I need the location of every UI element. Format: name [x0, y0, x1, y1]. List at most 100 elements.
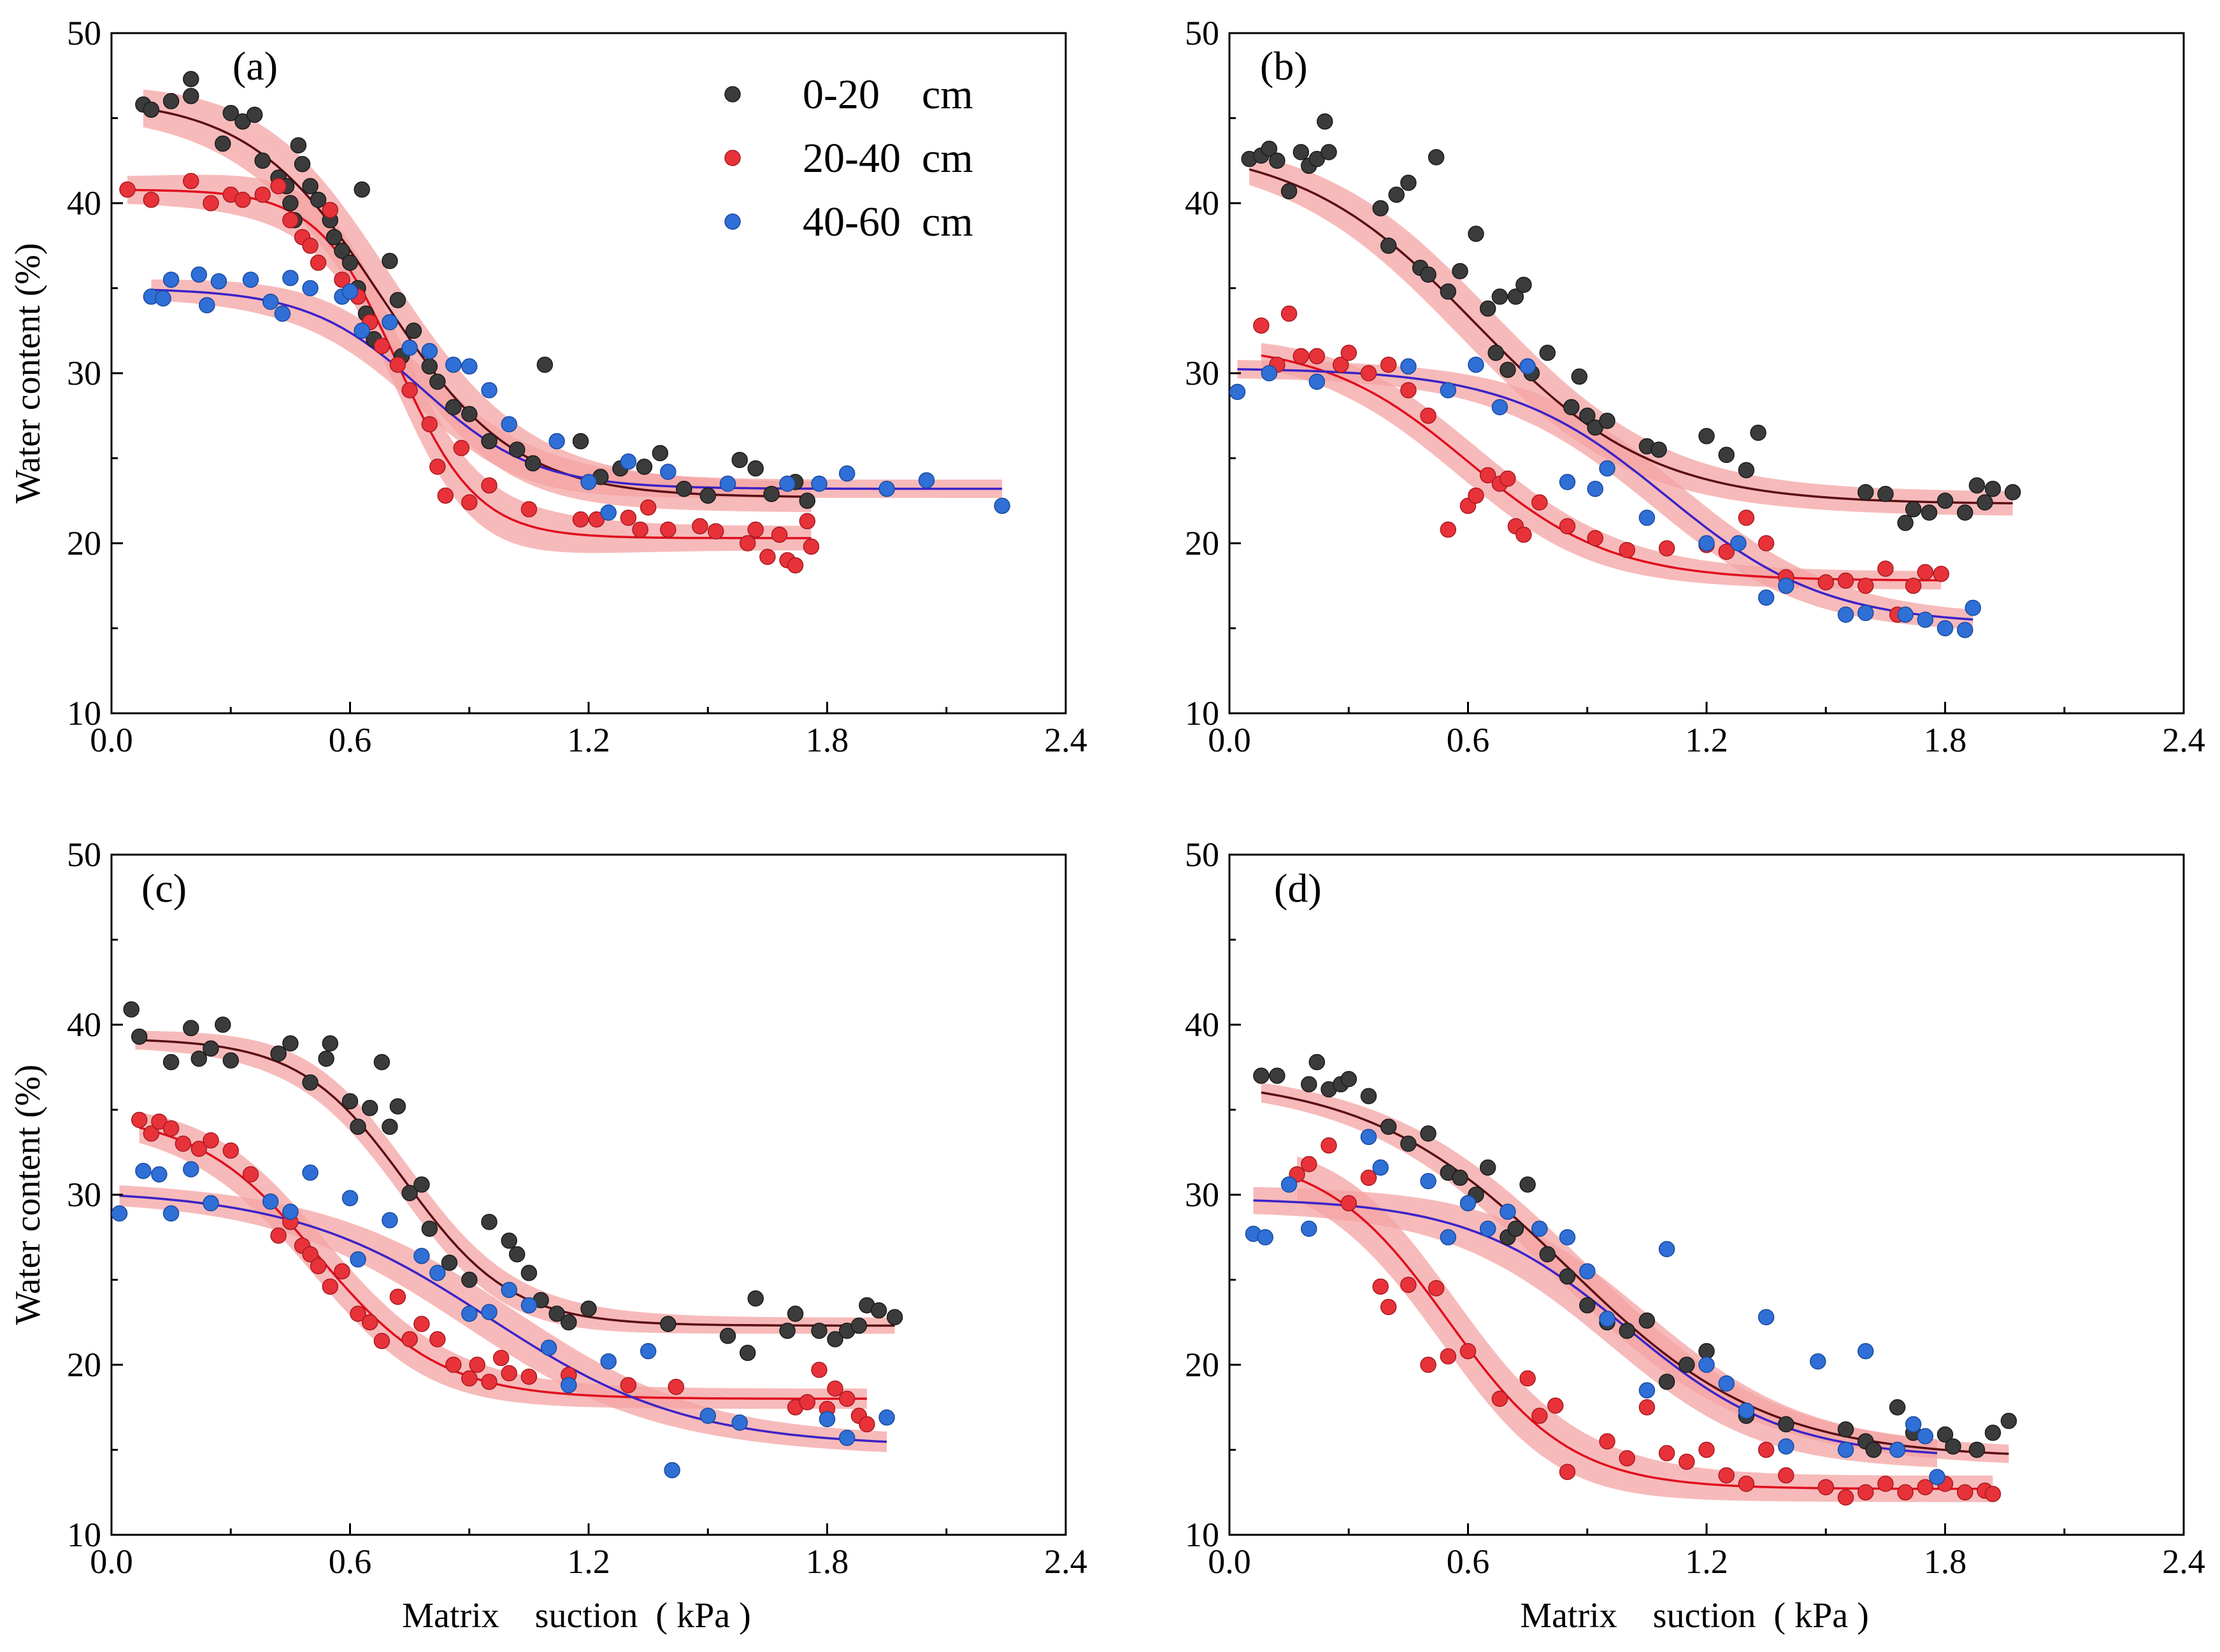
data-point-0-20cm: [1638, 1312, 1656, 1329]
data-point-0-20cm: [811, 1322, 827, 1339]
data-point-0-20cm: [354, 181, 370, 198]
data-point-20-40cm: [859, 1416, 875, 1433]
data-point-20-40cm: [143, 1125, 160, 1142]
data-point-0-20cm: [361, 1100, 378, 1116]
data-point-0-20cm: [1921, 504, 1938, 521]
data-point-40-60cm: [282, 269, 299, 287]
data-point-20-40cm: [771, 526, 788, 543]
data-point-20-40cm: [334, 271, 350, 288]
data-point-0-20cm: [747, 460, 764, 477]
data-point-0-20cm: [508, 1246, 526, 1263]
data-point-0-20cm: [389, 292, 406, 308]
data-point-20-40cm: [1333, 356, 1349, 373]
y-tick-label: 10: [67, 1516, 101, 1554]
data-point-20-40cm: [1587, 530, 1603, 546]
data-point-20-40cm: [234, 191, 251, 208]
data-point-20-40cm: [1817, 1479, 1835, 1495]
x-tick-label: 1.2: [567, 1542, 610, 1581]
data-point-20-40cm: [302, 1246, 319, 1263]
data-point-40-60cm: [699, 1407, 717, 1424]
data-point-0-20cm: [763, 485, 780, 502]
data-point-20-40cm: [1500, 470, 1516, 487]
data-point-0-20cm: [1651, 441, 1667, 458]
data-point-40-60cm: [341, 283, 359, 300]
data-point-0-20cm: [373, 1053, 390, 1071]
data-point-20-40cm: [1280, 305, 1298, 322]
data-point-0-20cm: [676, 480, 692, 497]
data-point-40-60cm: [1758, 589, 1775, 606]
data-point-20-40cm: [1491, 1390, 1508, 1407]
data-point-20-40cm: [143, 191, 160, 208]
data-point-0-20cm: [1559, 1268, 1576, 1285]
data-point-40-60cm: [1658, 1241, 1675, 1258]
data-point-0-20cm: [429, 373, 446, 390]
data-point-0-20cm: [1865, 1441, 1882, 1458]
data-point-20-40cm: [190, 1141, 208, 1157]
data-point-0-20cm: [1400, 174, 1417, 191]
y-axis-title: Water content (%): [8, 243, 48, 503]
data-point-20-40cm: [242, 1166, 259, 1183]
data-point-20-40cm: [461, 494, 478, 511]
data-point-40-60cm: [274, 305, 291, 322]
data-point-0-20cm: [1984, 480, 2002, 497]
data-point-40-60cm: [1857, 1342, 1874, 1360]
y-tick-label: 20: [67, 524, 101, 562]
x-tick-label: 0.0: [90, 721, 133, 759]
data-point-40-60cm: [600, 1353, 617, 1370]
fit-line-0-20cm: [143, 107, 812, 498]
x-tick-label: 2.4: [2162, 1542, 2205, 1581]
data-point-0-20cm: [1738, 462, 1755, 478]
data-point-0-20cm: [310, 191, 327, 208]
data-point-0-20cm: [1857, 484, 1874, 501]
data-point-0-20cm: [1539, 345, 1556, 361]
y-tick-label: 20: [1185, 524, 1219, 562]
data-point-40-60cm: [354, 322, 370, 339]
data-point-0-20cm: [413, 1176, 430, 1193]
data-point-20-40cm: [1738, 1476, 1755, 1492]
data-point-0-20cm: [731, 452, 748, 468]
data-point-0-20cm: [524, 455, 541, 472]
data-point-0-20cm: [1619, 1322, 1635, 1339]
data-point-20-40cm: [739, 535, 756, 552]
data-point-40-60cm: [162, 1205, 180, 1222]
data-point-40-60cm: [262, 1193, 279, 1210]
data-point-0-20cm: [481, 433, 498, 450]
data-point-0-20cm: [302, 178, 319, 195]
confidence-band-40-60cm: [119, 1185, 887, 1453]
data-point-0-20cm: [1877, 485, 1894, 502]
data-point-0-20cm: [1420, 1125, 1436, 1142]
data-point-40-60cm: [421, 343, 438, 360]
data-point-20-40cm: [632, 521, 648, 538]
data-point-20-40cm: [389, 1288, 406, 1305]
y-tick-label: 10: [67, 694, 101, 732]
x-tick-label: 2.4: [1044, 1542, 1087, 1581]
data-point-20-40cm: [1531, 1407, 1548, 1424]
data-point-40-60cm: [520, 1297, 538, 1314]
data-point-20-40cm: [1400, 381, 1417, 399]
data-point-20-40cm: [270, 178, 287, 195]
data-point-20-40cm: [373, 1332, 390, 1349]
data-point-40-60cm: [413, 1248, 430, 1264]
data-point-20-40cm: [1905, 578, 1922, 594]
data-point-40-60cm: [1778, 578, 1794, 594]
data-point-20-40cm: [389, 356, 406, 373]
data-point-20-40cm: [162, 1120, 180, 1137]
data-point-20-40cm: [254, 186, 271, 203]
data-point-20-40cm: [1360, 1169, 1377, 1186]
data-point-0-20cm: [401, 1185, 418, 1202]
legend-marker-0-20: [724, 86, 741, 103]
data-point-20-40cm: [1400, 1276, 1417, 1293]
data-point-0-20cm: [652, 445, 669, 462]
data-point-0-20cm: [1515, 276, 1532, 293]
data-point-20-40cm: [270, 1227, 287, 1244]
data-point-20-40cm: [1956, 1484, 1973, 1501]
legend-marker-40-60: [724, 213, 741, 230]
data-point-20-40cm: [1293, 348, 1310, 365]
y-axis-title: Water content (%): [8, 1064, 48, 1325]
data-point-0-20cm: [1491, 288, 1508, 305]
data-point-20-40cm: [1758, 535, 1775, 552]
data-point-20-40cm: [520, 1368, 538, 1385]
data-point-40-60cm: [350, 1251, 366, 1268]
data-point-40-60cm: [1810, 1353, 1826, 1370]
data-point-40-60cm: [481, 381, 498, 399]
